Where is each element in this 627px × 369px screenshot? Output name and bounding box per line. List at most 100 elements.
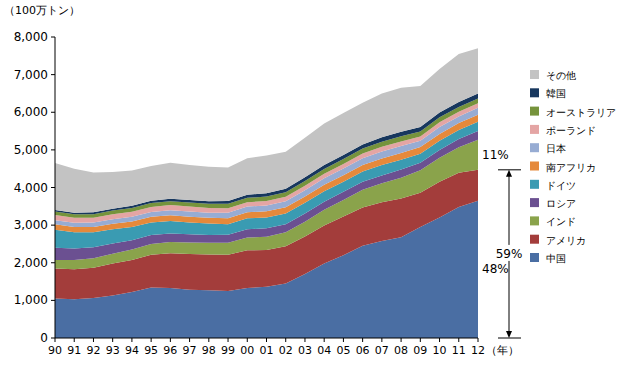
x-tick-label: 01 bbox=[260, 344, 274, 357]
annotation: 59% bbox=[496, 247, 523, 261]
x-tick-label: 06 bbox=[356, 344, 370, 357]
x-tick-label: 10 bbox=[433, 344, 447, 357]
x-tick bbox=[478, 338, 479, 342]
y-axis-label: （100万トン） bbox=[4, 4, 80, 17]
y-tick-label: 4,000 bbox=[14, 181, 48, 195]
arrow-head bbox=[506, 331, 512, 338]
legend-swatch bbox=[530, 70, 539, 79]
plot-area bbox=[55, 48, 478, 338]
legend-label: アメリカ bbox=[546, 235, 586, 246]
x-tick bbox=[381, 338, 382, 342]
x-tick bbox=[131, 338, 132, 342]
x-tick bbox=[439, 338, 440, 342]
x-tick bbox=[74, 338, 75, 342]
x-tick bbox=[189, 338, 190, 342]
x-tick-label: 97 bbox=[183, 344, 197, 357]
y-tick-label: 6,000 bbox=[14, 105, 48, 119]
area bbox=[55, 48, 478, 212]
annotation: 11% bbox=[482, 148, 509, 162]
y-tick bbox=[51, 37, 55, 38]
x-tick bbox=[324, 338, 325, 342]
bracket-cap bbox=[498, 338, 521, 339]
legend-label: 南アフリカ bbox=[546, 162, 596, 173]
legend-swatch bbox=[530, 107, 539, 116]
x-tick bbox=[401, 338, 402, 342]
y-tick-label: 5,000 bbox=[14, 143, 48, 157]
x-tick-label: 02 bbox=[279, 344, 293, 357]
y-tick-label: 0 bbox=[40, 331, 48, 345]
annotation: 48% bbox=[482, 262, 509, 276]
x-tick-label: 07 bbox=[375, 344, 389, 357]
x-tick-label: 96 bbox=[163, 344, 177, 357]
x-tick-label: 90 bbox=[48, 344, 62, 357]
legend-swatch bbox=[530, 162, 539, 171]
legend-label: ロシア bbox=[546, 198, 576, 209]
legend-label: 日本 bbox=[546, 143, 566, 154]
x-tick-label: 92 bbox=[86, 344, 100, 357]
x-tick bbox=[343, 338, 344, 342]
x-tick bbox=[304, 338, 305, 342]
annotation-bg bbox=[495, 245, 523, 261]
x-tick bbox=[247, 338, 248, 342]
x-tick-label: 91 bbox=[67, 344, 81, 357]
legend-swatch bbox=[530, 143, 539, 152]
x-tick-label: 09 bbox=[413, 344, 427, 357]
x-tick bbox=[151, 338, 152, 342]
legend-swatch bbox=[530, 216, 539, 225]
y-tick bbox=[51, 300, 55, 301]
x-tick-label: 03 bbox=[298, 344, 312, 357]
x-axis-label: （年） bbox=[486, 344, 519, 357]
x-tick bbox=[55, 338, 56, 342]
x-tick bbox=[420, 338, 421, 342]
legend-swatch bbox=[530, 253, 539, 262]
legend-label: 中国 bbox=[546, 253, 566, 264]
x-tick-label: 11 bbox=[452, 344, 466, 357]
legend-swatch bbox=[530, 125, 539, 134]
y-tick-label: 3,000 bbox=[14, 218, 48, 232]
legend-swatch bbox=[530, 198, 539, 207]
y-tick bbox=[51, 149, 55, 150]
legend-label: その他 bbox=[546, 70, 576, 81]
y-tick bbox=[51, 262, 55, 263]
x-tick bbox=[112, 338, 113, 342]
legend-swatch bbox=[530, 180, 539, 189]
x-tick-label: 08 bbox=[394, 344, 408, 357]
legend-swatch bbox=[530, 88, 539, 97]
x-tick-label: 99 bbox=[221, 344, 235, 357]
x-tick bbox=[285, 338, 286, 342]
legend-label: インド bbox=[546, 216, 576, 227]
x-tick-label: 95 bbox=[144, 344, 158, 357]
x-tick bbox=[266, 338, 267, 342]
x-tick-label: 05 bbox=[336, 344, 350, 357]
x-tick bbox=[208, 338, 209, 342]
y-tick-label: 2,000 bbox=[14, 256, 48, 270]
legend-swatch bbox=[530, 235, 539, 244]
x-tick-label: 00 bbox=[240, 344, 254, 357]
legend-label: ドイツ bbox=[546, 180, 576, 191]
x-tick bbox=[170, 338, 171, 342]
arrow-head bbox=[506, 170, 512, 177]
x-tick-label: 98 bbox=[202, 344, 216, 357]
chart: 0 1,000 2,000 3,000 4,000 5,000 6,000 7,000 8,00… bbox=[0, 0, 627, 369]
legend-label: ポーランド bbox=[546, 125, 596, 136]
x-tick bbox=[362, 338, 363, 342]
y-tick bbox=[51, 338, 55, 339]
y-tick bbox=[51, 225, 55, 226]
x-tick-label: 04 bbox=[317, 344, 331, 357]
y-tick-label: 1,000 bbox=[14, 293, 48, 307]
bracket-cap bbox=[498, 169, 521, 170]
y-tick-label: 7,000 bbox=[14, 68, 48, 82]
y-tick-label: 8,000 bbox=[14, 30, 48, 44]
x-tick bbox=[228, 338, 229, 342]
y-tick bbox=[51, 187, 55, 188]
legend-label: オーストラリア bbox=[546, 107, 616, 118]
x-tick bbox=[458, 338, 459, 342]
y-tick bbox=[51, 112, 55, 113]
x-tick bbox=[93, 338, 94, 342]
x-tick-label: 12 bbox=[471, 344, 485, 357]
x-tick-label: 93 bbox=[106, 344, 120, 357]
x-tick-label: 94 bbox=[125, 344, 139, 357]
y-tick bbox=[51, 74, 55, 75]
legend: その他韓国オーストラリアポーランド日本南アフリカドイツロシアインドアメリカ中国 bbox=[530, 70, 616, 264]
legend-label: 韓国 bbox=[546, 88, 566, 99]
